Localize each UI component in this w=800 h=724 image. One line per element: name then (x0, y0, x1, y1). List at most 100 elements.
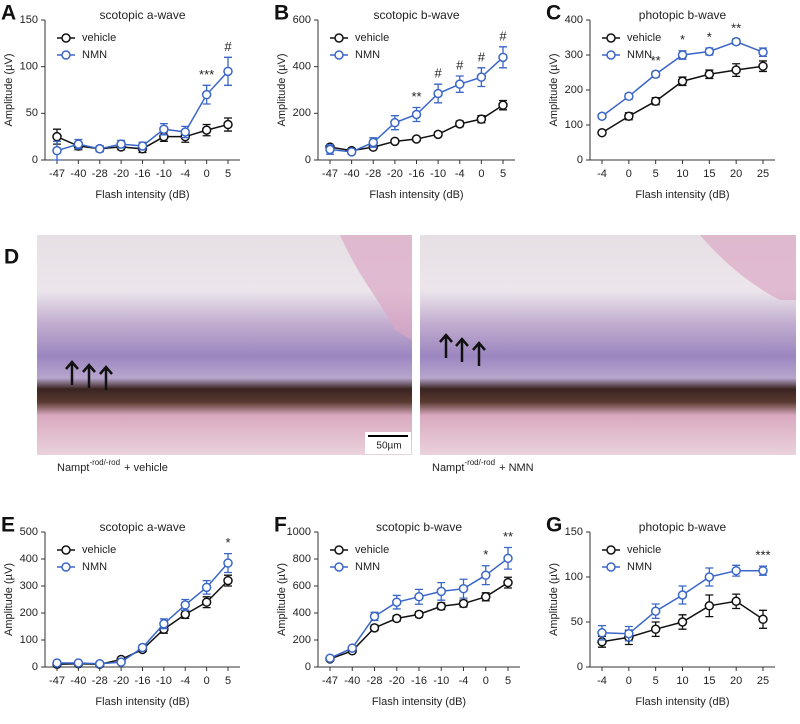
significance: # (435, 66, 443, 81)
marker (624, 111, 634, 121)
x-tick-label: -47 (49, 168, 65, 180)
y-tick-label: 0 (577, 661, 583, 673)
y-tick-label: 500 (20, 526, 38, 538)
panel-letter: F (274, 514, 287, 537)
legend-marker (606, 545, 616, 555)
legend-marker (334, 562, 344, 572)
legend-marker (61, 33, 71, 43)
y-tick-label: 400 (565, 14, 583, 26)
marker (390, 117, 400, 128)
y-axis-label: Amplitude (µV) (548, 54, 560, 127)
x-axis-label: Flash intensity (dB) (372, 696, 466, 708)
y-axis-label: Amplitude (µV) (276, 54, 288, 127)
arrows (65, 333, 486, 390)
marker (597, 628, 607, 638)
x-tick-label: -10 (156, 675, 172, 687)
marker (624, 91, 634, 102)
x-tick-label: -10 (433, 675, 449, 687)
y-axis-label: Amplitude (µV) (548, 563, 560, 636)
legend-marker (606, 50, 616, 60)
y-tick-label: 0 (32, 661, 38, 673)
y-tick-label: 200 (565, 84, 583, 96)
x-axis-label: Flash intensity (dB) (369, 189, 463, 201)
marker (476, 114, 487, 124)
series-line (329, 557, 509, 659)
marker (201, 582, 212, 593)
marker (758, 47, 768, 57)
x-tick-label: -16 (409, 168, 425, 180)
x-tick-label: -16 (135, 168, 151, 180)
x-tick-label: 10 (676, 675, 688, 687)
y-tick-label: 1000 (287, 526, 311, 538)
marker (369, 611, 380, 622)
marker (390, 136, 400, 147)
x-tick-label: -4 (459, 675, 469, 687)
caption-main: Nampt (432, 462, 464, 474)
significance: *** (199, 67, 214, 82)
y-tick-label: 200 (293, 107, 311, 119)
marker (223, 558, 233, 568)
y-tick-label: 100 (20, 634, 38, 646)
y-tick-label: 50 (26, 107, 38, 119)
x-tick-label: 0 (204, 168, 210, 180)
x-tick-label: -20 (113, 168, 129, 180)
significance: * (707, 29, 712, 44)
legend-marker (606, 562, 616, 572)
legend-marker (61, 562, 71, 572)
marker (597, 127, 607, 138)
marker (392, 597, 402, 607)
y-tick-label: 100 (565, 571, 583, 583)
legend-label: NMN (355, 561, 380, 573)
marker (503, 553, 513, 564)
legend-label: NMN (82, 561, 107, 573)
x-tick-label: -40 (70, 675, 86, 687)
legend-marker (61, 545, 71, 555)
marker (347, 643, 357, 653)
panel-letter: D (4, 246, 19, 269)
significance: ** (651, 53, 661, 68)
chart-title: photopic b-wave (639, 520, 727, 534)
legend-marker (61, 50, 71, 60)
x-tick-label: -16 (411, 675, 427, 687)
marker (201, 597, 212, 607)
y-tick-label: 150 (20, 14, 38, 26)
panel-letter: B (274, 2, 289, 25)
marker (346, 147, 357, 157)
marker (731, 565, 741, 576)
x-tick-label: 5 (225, 675, 231, 687)
y-tick-label: 0 (577, 154, 583, 166)
y-tick-label: 0 (32, 154, 38, 166)
chart-title: scotopic b-wave (376, 520, 462, 534)
marker (95, 144, 105, 154)
marker (597, 111, 607, 121)
marker (455, 119, 465, 129)
y-tick-label: 200 (293, 634, 311, 646)
x-tick-label: 25 (757, 675, 769, 687)
marker (458, 598, 469, 609)
marker (325, 653, 335, 663)
marker (458, 583, 469, 594)
caption: Nampt-rod/-rod + NMN (432, 458, 534, 474)
legend-label: NMN (627, 561, 652, 573)
panel-letter: C (546, 2, 561, 25)
histology-image (420, 235, 796, 455)
marker (52, 131, 62, 142)
marker (704, 601, 715, 611)
legend-label: NMN (355, 49, 380, 61)
x-tick-label: -40 (344, 675, 360, 687)
marker (73, 139, 84, 149)
y-tick-label: 400 (293, 607, 311, 619)
significance: * (483, 547, 488, 562)
marker (433, 88, 443, 99)
x-tick-label: -16 (135, 675, 151, 687)
caption-sup: -rod/-rod (464, 458, 495, 467)
marker (650, 69, 661, 79)
y-tick-label: 0 (305, 154, 311, 166)
marker (677, 617, 688, 627)
legend-label: vehicle (82, 544, 116, 556)
x-tick-label: -20 (389, 675, 405, 687)
marker (498, 100, 508, 110)
marker (758, 614, 768, 625)
marker (411, 134, 422, 144)
